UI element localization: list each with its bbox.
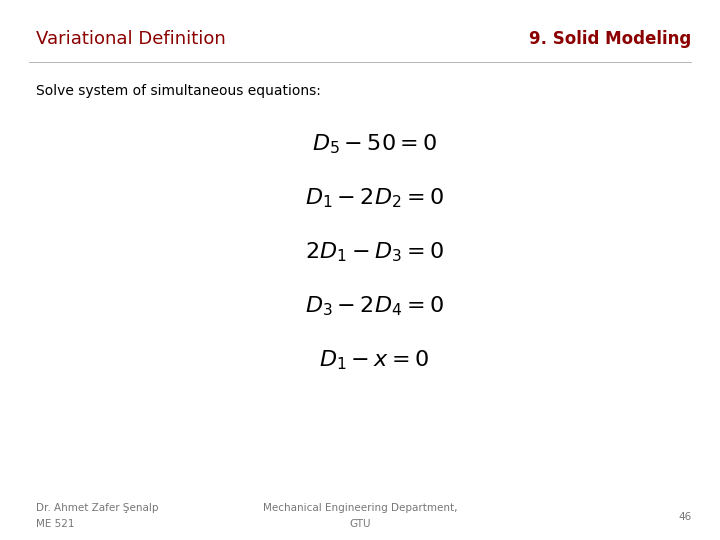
- Text: Dr. Ahmet Zafer Şenalp: Dr. Ahmet Zafer Şenalp: [36, 503, 158, 514]
- Text: $D_5 - 50 = 0$: $D_5 - 50 = 0$: [312, 132, 437, 156]
- Text: $D_1 - x = 0$: $D_1 - x = 0$: [319, 348, 430, 372]
- Text: Solve system of simultaneous equations:: Solve system of simultaneous equations:: [36, 84, 321, 98]
- Text: $2D_1 - D_3 = 0$: $2D_1 - D_3 = 0$: [305, 240, 444, 264]
- Text: $D_1 - 2D_2 = 0$: $D_1 - 2D_2 = 0$: [305, 186, 444, 210]
- Text: 9. Solid Modeling: 9. Solid Modeling: [529, 30, 691, 48]
- Text: Mechanical Engineering Department,: Mechanical Engineering Department,: [263, 503, 457, 514]
- Text: 46: 46: [678, 512, 691, 522]
- Text: Variational Definition: Variational Definition: [36, 30, 226, 48]
- Text: ME 521: ME 521: [36, 519, 74, 530]
- Text: $D_3 - 2D_4 = 0$: $D_3 - 2D_4 = 0$: [305, 294, 444, 318]
- Text: GTU: GTU: [349, 519, 371, 530]
